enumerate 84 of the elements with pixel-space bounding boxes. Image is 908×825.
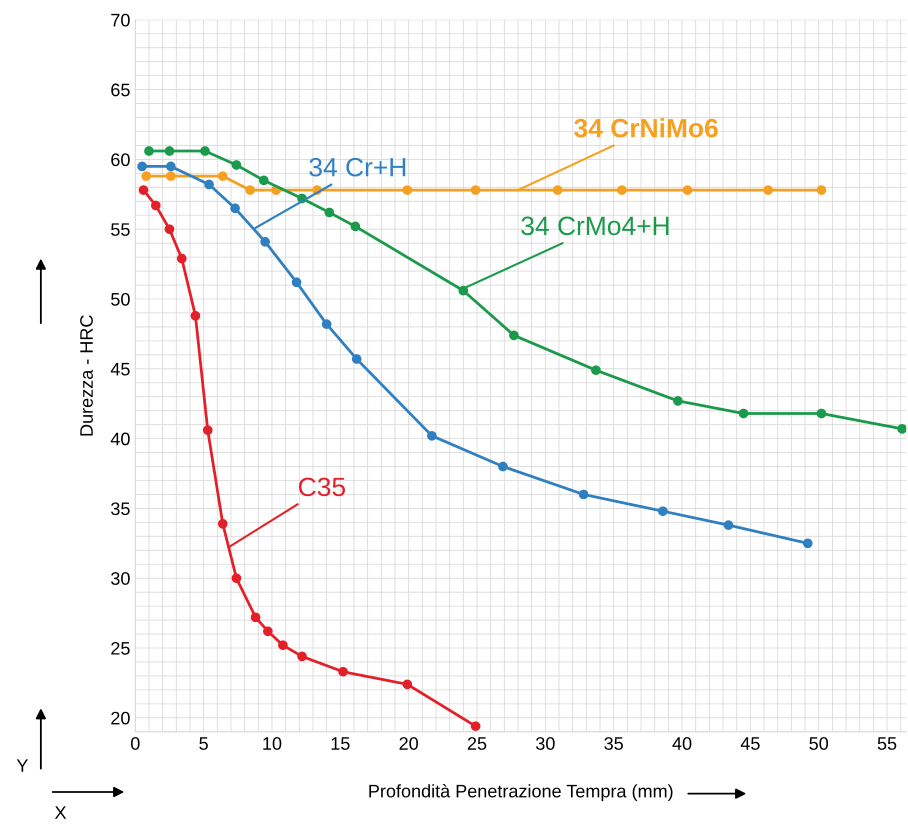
text: Y [16,759,28,772]
x-tick-label: 30 [536,737,555,750]
y-tick-label: 20 [111,712,130,725]
point [176,254,187,264]
x-tick-label: 45 [740,737,760,750]
point [245,185,255,195]
x-tick-label: 20 [400,737,418,750]
point [578,490,588,500]
y-tick-label: 55 [111,223,130,236]
point [204,180,214,190]
point [250,612,260,622]
point [164,146,174,156]
point [352,354,362,364]
point [324,208,334,218]
point [470,721,480,732]
point [897,424,906,434]
point [402,185,412,195]
point [137,162,147,172]
y-tick-label: 60 [111,153,130,166]
annotation: 34 Cr+H [309,158,406,177]
point [816,408,826,418]
y-tick-label: 70 [111,14,130,27]
point [232,160,242,170]
x-tick-label: 50 [809,737,828,750]
point [470,185,480,195]
point [682,185,692,195]
x-tick-label: 5 [199,737,208,750]
x-tick-label: 55 [878,737,896,750]
point [258,175,269,186]
annotation: 34 CrMo4+H [521,216,668,236]
point [724,520,734,530]
point [166,162,176,172]
y-axis-title: Durezza - HRC [80,315,93,436]
point [738,408,748,418]
y-tick-label: 50 [111,292,130,306]
y-tick-label: 30 [111,572,130,585]
point [427,430,437,441]
point [230,203,240,214]
point [509,330,519,340]
point [816,185,826,195]
point [297,652,307,662]
x-tick-label: 0 [130,737,140,750]
annotation: C35 [299,478,345,496]
x-tick-label: 15 [332,737,350,750]
point [144,146,154,156]
x-tick-label: 10 [263,737,282,750]
x-axis-title: Profondità Penetrazione Tempra (mm) [369,784,673,802]
annotation: 34 CrNiMo6 [574,118,718,138]
point [278,640,288,650]
point [802,538,813,548]
point [673,396,683,406]
point [218,518,228,529]
point [350,222,360,232]
point [141,171,152,182]
y-tick-label: 65 [111,84,130,96]
point [190,310,200,321]
point [552,185,563,195]
y-tick-label: 35 [111,502,130,516]
x-tick-label: 25 [468,737,486,750]
point [322,319,332,329]
point [218,171,228,182]
point [150,200,161,210]
point [402,679,412,690]
y-tick-label: 45 [110,362,130,376]
point [617,185,627,195]
point [263,626,273,636]
point [591,365,601,376]
point [658,506,668,516]
y-tick-label: 40 [110,432,130,446]
y-tick-label: 25 [111,642,130,655]
point [202,425,213,436]
point [166,171,176,182]
point [292,277,302,288]
x-tick-label: 40 [672,737,692,750]
point [232,573,242,584]
point [498,462,508,472]
point [164,224,174,234]
text: X [54,806,66,819]
point [763,185,773,195]
point [260,236,270,247]
point [338,666,348,677]
point [138,185,148,195]
x-tick-label: 35 [604,737,623,750]
point [200,146,210,156]
